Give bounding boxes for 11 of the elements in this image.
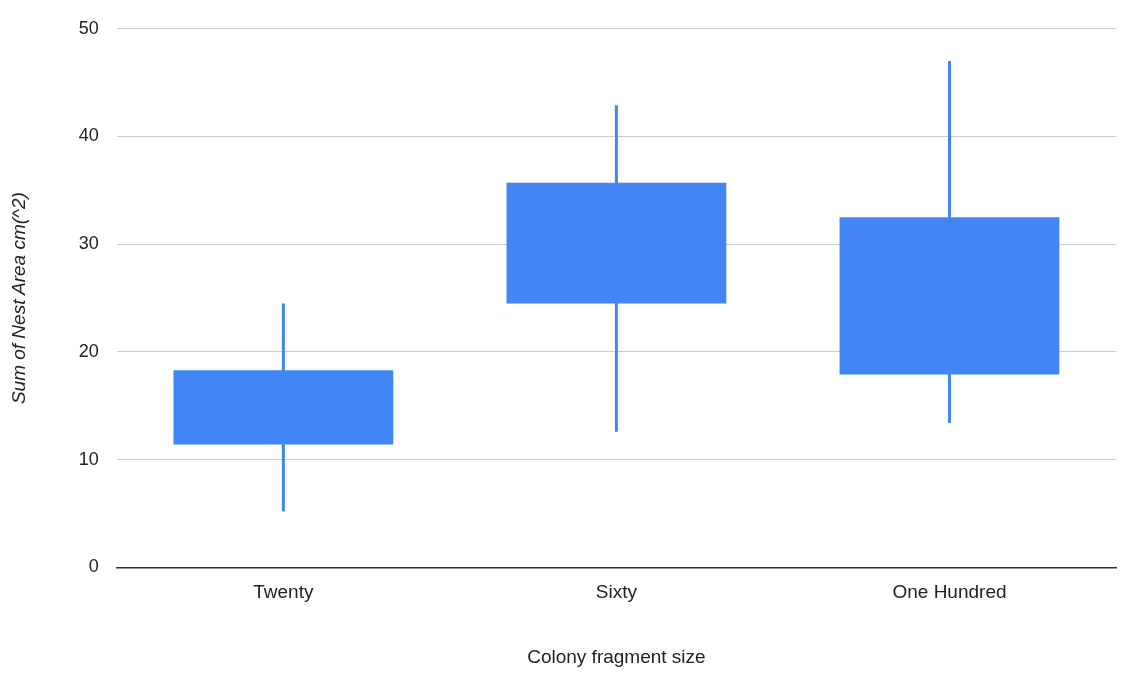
x-tick-label: One Hundred — [892, 581, 1007, 603]
y-tick-label: 0 — [88, 556, 99, 577]
y-tick-label: 50 — [78, 17, 99, 38]
x-tick-label: Twenty — [253, 581, 314, 603]
x-tick-label: Sixty — [595, 581, 638, 603]
y-tick-label: 40 — [78, 125, 99, 146]
y-tick-label: 20 — [78, 340, 99, 361]
y-axis-title: Sum of Nest Area cm(^2) — [7, 192, 29, 405]
y-tick-label: 10 — [78, 448, 99, 469]
y-tick-label: 30 — [78, 233, 99, 254]
x-axis-title: Colony fragment size — [527, 645, 706, 667]
